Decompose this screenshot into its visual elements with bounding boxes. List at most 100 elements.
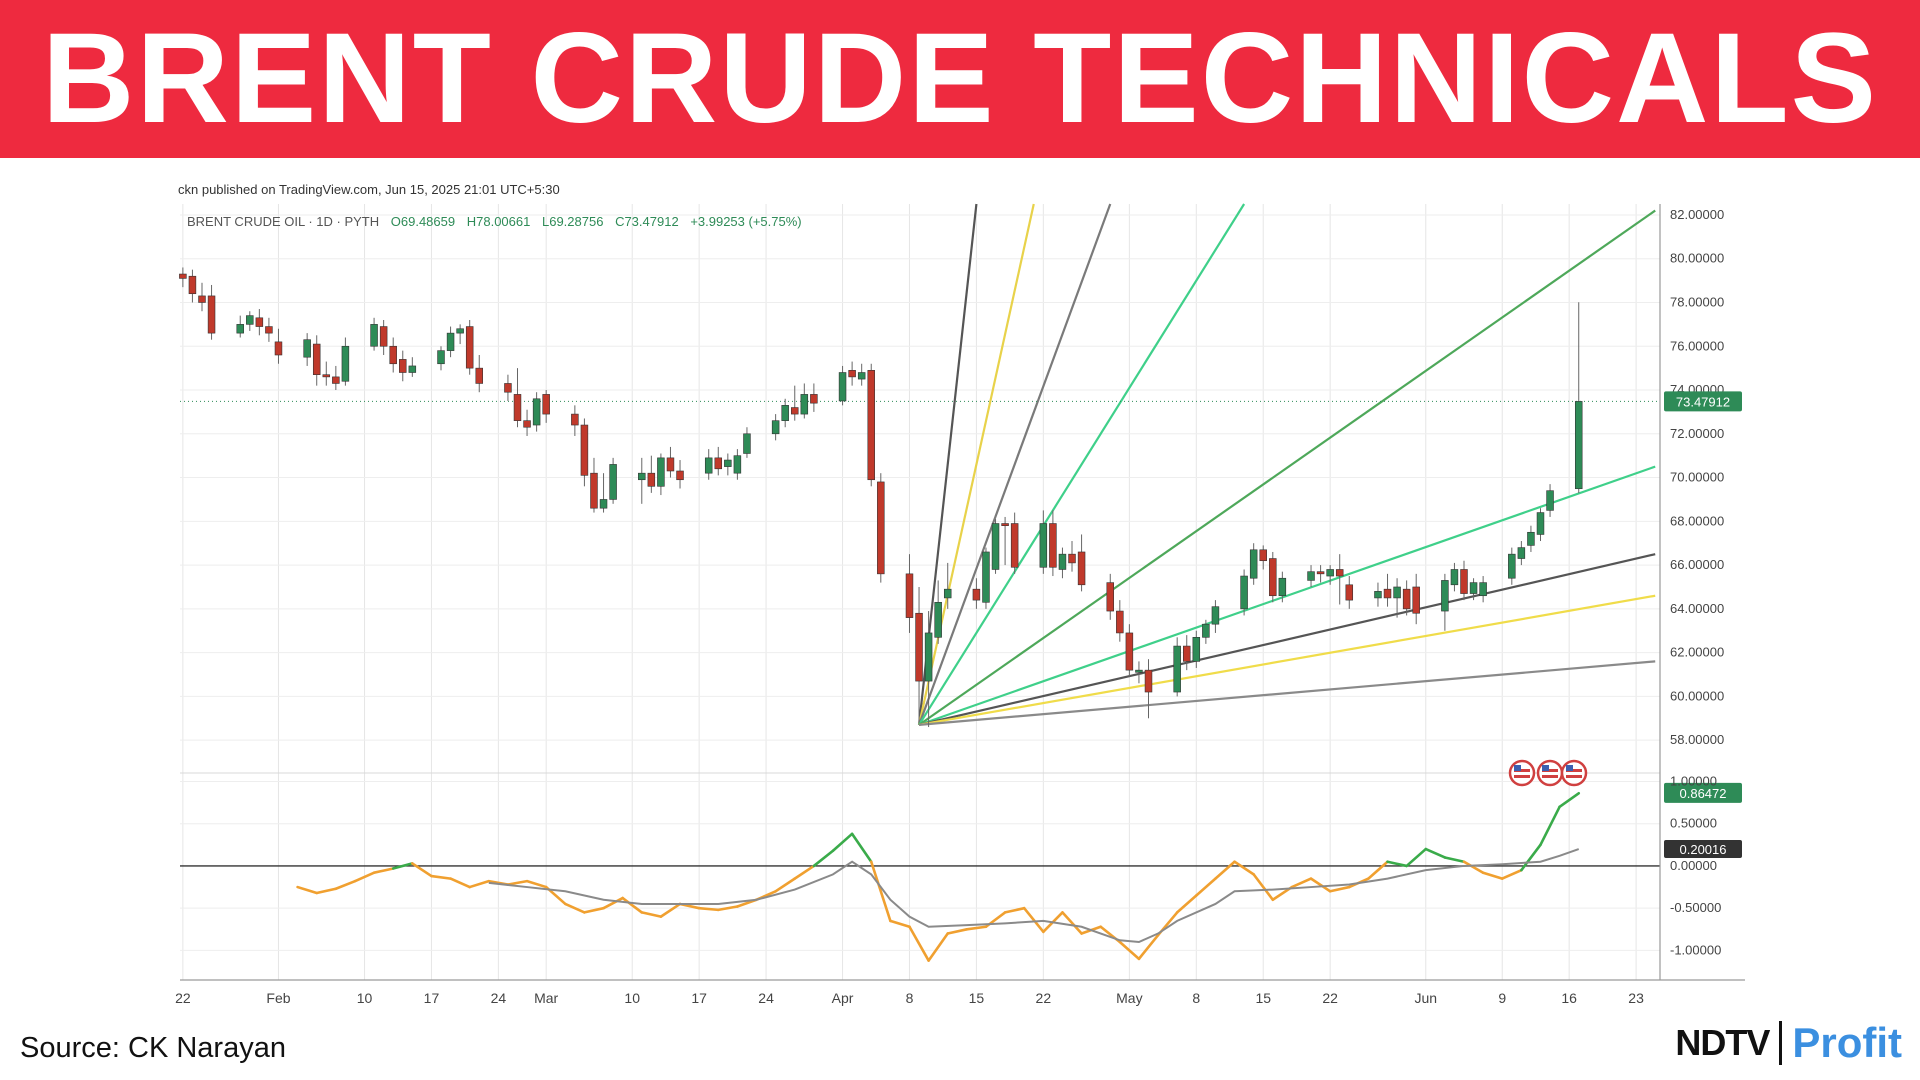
price-tick-label: 80.00000: [1670, 251, 1724, 266]
banner-title: BRENT CRUDE TECHNICALS: [42, 7, 1878, 150]
candle-down: [1402, 588, 1411, 610]
candle-up: [1058, 553, 1067, 570]
candle-up: [771, 420, 780, 435]
candle-up: [1574, 401, 1583, 490]
ohlc-change: +3.99253 (+5.75%): [690, 214, 801, 229]
osc-fast-segment: [1022, 906, 1045, 934]
fan-line: [918, 203, 1246, 726]
logo-divider: [1779, 1021, 1783, 1065]
candle-up: [1508, 553, 1516, 579]
osc-fast-segment: [391, 862, 414, 870]
osc-fast-segment: [563, 902, 586, 914]
candle-up: [609, 464, 617, 500]
osc-fast-segment: [1328, 885, 1351, 893]
candle-down: [791, 407, 799, 415]
candle-down: [915, 612, 923, 682]
x-tick-label: Feb: [266, 990, 290, 1006]
candle-down: [475, 367, 483, 384]
chart-labels: ckn published on TradingView.com, Jun 15…: [178, 182, 802, 229]
candle-up: [1135, 669, 1143, 673]
us-flag-stripe: [1542, 775, 1558, 778]
candle-up: [1546, 490, 1554, 511]
osc-fast-segment: [296, 885, 319, 895]
osc-fast-segment: [1233, 860, 1255, 876]
source-caption: Source: CK Narayan: [20, 1032, 286, 1064]
osc-fast-segment: [1443, 856, 1466, 864]
candle-down: [877, 481, 885, 575]
candle-down: [666, 457, 675, 472]
osc-fast-segment: [1290, 877, 1313, 889]
osc-fast-segment: [1386, 860, 1408, 868]
us-flag-event-icon: [1536, 759, 1564, 787]
x-tick-label: 10: [624, 990, 640, 1006]
candle-up: [456, 328, 464, 334]
x-tick-label: Mar: [534, 990, 558, 1006]
x-tick-label: 23: [1628, 990, 1644, 1006]
x-tick-label: 15: [969, 990, 985, 1006]
candle-down: [1125, 632, 1134, 671]
osc-fast-segment: [1424, 847, 1447, 859]
candle-up: [924, 632, 933, 682]
osc-fast-segment: [334, 879, 357, 891]
candle-up: [370, 324, 378, 347]
x-tick-label: 16: [1561, 990, 1577, 1006]
candle-down: [905, 573, 914, 618]
candle-down: [1068, 553, 1076, 564]
x-tick-label: 8: [906, 990, 914, 1006]
candle-down: [590, 472, 598, 509]
osc-fast-segment: [716, 905, 739, 912]
osc-fast-segment: [1481, 871, 1504, 880]
us-flag-canton: [1566, 765, 1573, 771]
title-banner: BRENT CRUDE TECHNICALS: [0, 0, 1920, 158]
osc-tick-label: 0.50000: [1670, 816, 1717, 831]
osc-fast-segment: [659, 902, 682, 918]
chart-grid: [180, 204, 1660, 980]
x-tick-label: 9: [1498, 990, 1506, 1006]
candle-down: [1049, 523, 1057, 568]
candle-down: [1183, 645, 1191, 662]
candle-up: [800, 394, 809, 415]
candle-up: [1527, 531, 1535, 546]
candle-up: [1173, 645, 1181, 693]
us-flag-canton: [1542, 765, 1549, 771]
osc-fast-segment: [869, 860, 892, 923]
osc-fast-segment: [812, 849, 835, 868]
osc-fast-badge: [1664, 782, 1742, 803]
fan-line: [918, 209, 1656, 726]
candle-down: [848, 370, 856, 378]
osc-tick-label: 0.00000: [1670, 858, 1717, 873]
candle-up: [1192, 637, 1201, 662]
osc-fast-segment: [1405, 847, 1428, 868]
ohlc-low: L69.28756: [542, 214, 603, 229]
candle-up: [446, 332, 455, 351]
candle-up: [657, 457, 665, 487]
price-tick-label: 66.00000: [1670, 557, 1724, 572]
price-tick-label: 68.00000: [1670, 513, 1724, 528]
candle-up: [236, 324, 244, 334]
osc-fast-segment: [1175, 894, 1198, 914]
osc-fast-segment: [411, 862, 433, 878]
price-tick-label: 58.00000: [1670, 732, 1724, 747]
osc-fast-segment: [965, 925, 988, 931]
candle-up: [1374, 591, 1382, 599]
osc-fast-segment: [506, 879, 529, 886]
candle-down: [332, 376, 340, 384]
last-price-badge: [1664, 391, 1742, 412]
osc-fast-segment: [1520, 843, 1542, 872]
x-tick-label: 10: [357, 990, 373, 1006]
candle-up: [724, 459, 732, 467]
candle-down: [389, 345, 397, 365]
osc-fast-segment: [1558, 791, 1581, 809]
candle-down: [504, 383, 512, 393]
ndtv-profit-logo: NDTV Profit: [1675, 1018, 1902, 1068]
osc-fast-segment: [621, 896, 644, 914]
published-text: ckn published on TradingView.com, Jun 15…: [178, 182, 560, 197]
price-tick-label: 78.00000: [1670, 294, 1724, 309]
osc-fast-segment: [1061, 911, 1083, 935]
candle-up: [532, 398, 541, 426]
candle-up: [408, 365, 417, 373]
candle-up: [704, 457, 713, 474]
osc-fast-segment: [1137, 933, 1160, 961]
candle-down: [1106, 582, 1115, 612]
osc-fast-segment: [831, 832, 854, 853]
